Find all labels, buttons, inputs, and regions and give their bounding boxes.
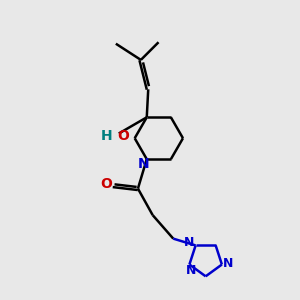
Text: N: N [186,264,196,277]
Text: N: N [223,256,234,269]
Text: N: N [137,158,149,171]
Text: O: O [117,129,129,143]
Text: H: H [100,129,112,143]
Text: N: N [184,236,194,249]
Text: O: O [100,177,112,191]
